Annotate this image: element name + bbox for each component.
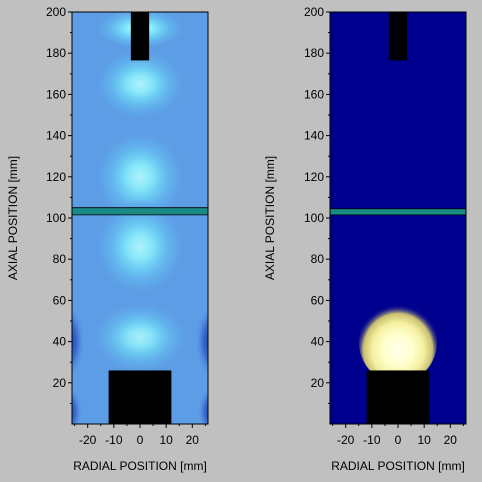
heatmap-low-region: [72, 305, 86, 379]
y-tick-label: 140: [304, 129, 324, 143]
lower-electrode: [366, 370, 430, 424]
y-tick-label: 160: [304, 87, 324, 101]
x-tick-label: 0: [395, 433, 402, 447]
y-tick-label: 80: [53, 252, 67, 266]
left-axes: -20 -10 0 10 20 20 40 60 80 100 120 140 160 180 200: [46, 5, 206, 447]
teal-separator-band: [72, 207, 208, 215]
lower-electrode: [108, 370, 172, 424]
right-heatmap-panel: -20 -10 0 10 20 20 40 60 80 100 120 140 160 180 200 RA…: [263, 5, 467, 473]
heatmap-glow-region: [358, 300, 438, 383]
y-tick-label: 160: [46, 87, 66, 101]
x-tick-label: -20: [337, 433, 355, 447]
left-y-axis-label: AXIAL POSITION [mm]: [6, 156, 20, 280]
y-tick-label: 40: [311, 335, 325, 349]
y-tick-label: 120: [304, 170, 324, 184]
y-tick-label: 180: [46, 46, 66, 60]
y-tick-label: 140: [46, 129, 66, 143]
heatmap-low-region: [72, 387, 83, 424]
heatmap-low-region: [197, 387, 208, 424]
y-tick-label: 20: [53, 376, 67, 390]
x-tick-label: 20: [186, 433, 200, 447]
y-tick-label: 100: [304, 211, 324, 225]
y-tick-label: 100: [46, 211, 66, 225]
right-x-axis-label: RADIAL POSITION [mm]: [331, 459, 465, 473]
x-tick-label: -10: [363, 433, 381, 447]
x-tick-label: -20: [79, 433, 97, 447]
heatmap-low-region: [194, 305, 208, 379]
x-tick-label: 20: [444, 433, 458, 447]
x-tick-label: 10: [417, 433, 431, 447]
y-tick-label: 60: [311, 293, 325, 307]
teal-separator-band: [330, 208, 466, 215]
x-tick-label: 0: [137, 433, 144, 447]
left-heatmap-panel: -20 -10 0 10 20 20 40 60 80 100 120 140 160 180 200 RA…: [6, 5, 209, 473]
x-tick-label: 10: [159, 433, 173, 447]
y-tick-label: 80: [311, 252, 325, 266]
y-tick-label: 180: [304, 46, 324, 60]
right-y-axis-label: AXIAL POSITION [mm]: [263, 156, 277, 280]
heatmap-high-region: [95, 199, 185, 295]
right-plot-area: [330, 12, 466, 424]
upper-electrode: [388, 12, 408, 61]
heatmap-high-region: [95, 131, 185, 223]
heatmap-high-region: [95, 49, 185, 120]
y-tick-label: 60: [53, 293, 67, 307]
heatmap-high-region: [92, 302, 188, 373]
left-x-axis-label: RADIAL POSITION [mm]: [73, 459, 207, 473]
right-axes: -20 -10 0 10 20 20 40 60 80 100 120 140 160 180 200: [304, 5, 464, 447]
y-tick-label: 200: [46, 5, 66, 19]
y-tick-label: 40: [53, 335, 67, 349]
upper-electrode: [130, 12, 150, 61]
y-tick-label: 20: [311, 376, 325, 390]
x-tick-label: -10: [105, 433, 123, 447]
y-tick-label: 120: [46, 170, 66, 184]
left-plot-area: [72, 12, 208, 424]
y-tick-label: 200: [304, 5, 324, 19]
